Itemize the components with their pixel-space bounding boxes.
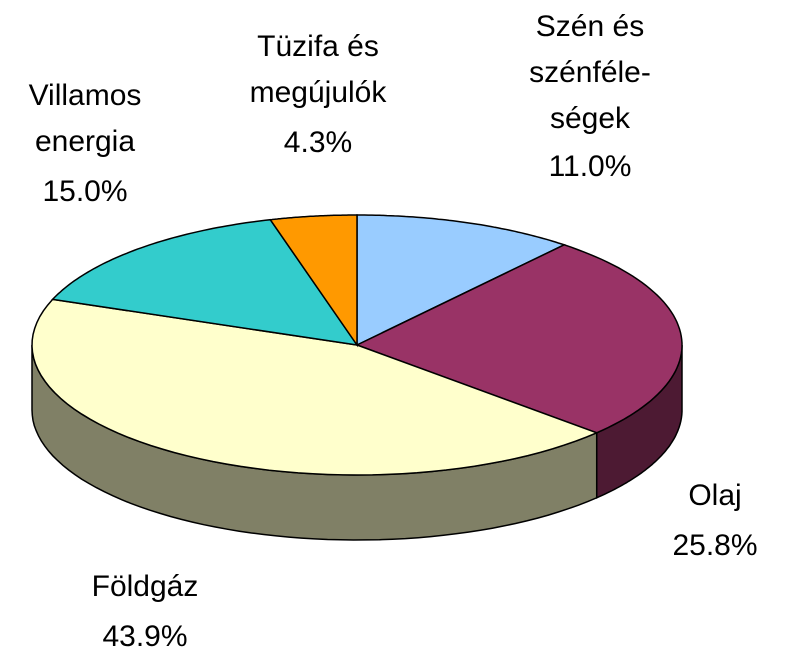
value-label: 15.0% bbox=[42, 175, 127, 208]
value-label: 11.0% bbox=[549, 150, 632, 183]
slice bbox=[268, 214, 358, 348]
slice bbox=[355, 243, 683, 434]
slice-label: Olaj bbox=[688, 479, 741, 512]
slice-label: Földgáz bbox=[92, 570, 199, 603]
slice-label: Tüzifa és megújulók bbox=[250, 30, 388, 109]
value-label: 4.3% bbox=[284, 126, 352, 159]
value-label: 25.8% bbox=[672, 529, 757, 562]
value-label: 43.9% bbox=[102, 620, 187, 653]
slice bbox=[31, 298, 599, 476]
slice-label: Villamos energia bbox=[29, 79, 142, 158]
slice bbox=[51, 218, 359, 346]
slice-label: Szén és szénféle-ségek bbox=[529, 10, 651, 135]
slice bbox=[356, 214, 567, 347]
